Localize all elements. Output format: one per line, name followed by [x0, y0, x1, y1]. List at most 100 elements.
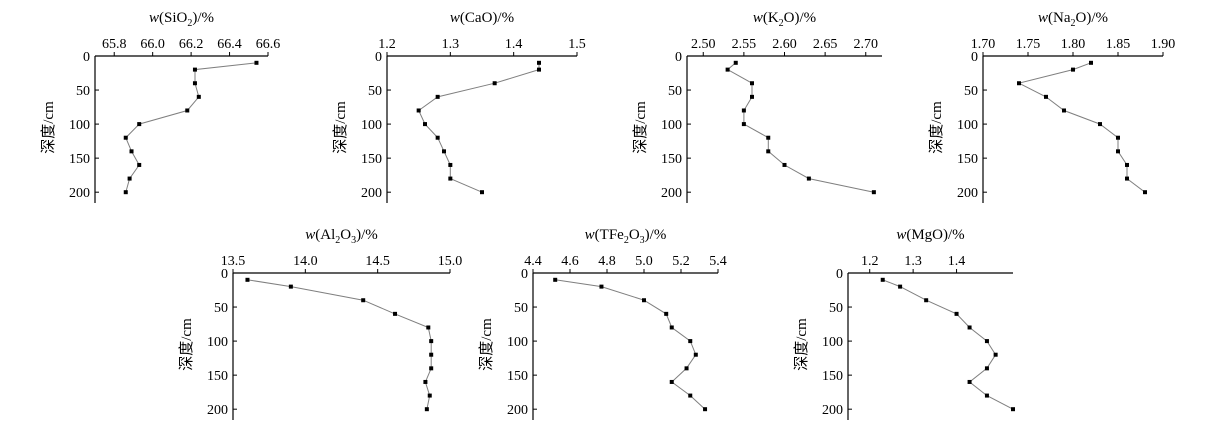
data-point	[196, 94, 201, 99]
y-tick-label: 200	[661, 186, 682, 201]
y-tick-label: 0	[83, 50, 90, 65]
data-point	[1011, 407, 1015, 412]
y-tick-label: 50	[76, 84, 90, 99]
y-tick-label: 200	[957, 186, 978, 201]
data-point	[984, 393, 989, 398]
y-tick-label: 50	[368, 84, 382, 99]
data-point	[642, 298, 646, 303]
y-tick-label: 200	[361, 186, 382, 201]
y-axis-label: 深度/cm	[178, 318, 195, 371]
x-tick-label: 1.4	[948, 254, 966, 269]
data-point	[435, 94, 440, 99]
y-axis-label: 深度/cm	[332, 101, 349, 154]
y-tick-label: 100	[207, 335, 228, 350]
y-tick-label: 100	[507, 335, 528, 350]
y-tick-label: 150	[207, 369, 228, 384]
y-tick-label: 150	[507, 369, 528, 384]
y-tick-label: 50	[668, 84, 682, 99]
series-line	[125, 62, 257, 193]
data-point	[967, 379, 972, 384]
title-subscript: 2	[624, 235, 629, 246]
x-tick-label: 66.2	[179, 37, 204, 52]
data-point	[123, 135, 128, 140]
panel-title: w(K2O)/%	[753, 10, 816, 29]
x-tick-label: 1.3	[904, 254, 922, 269]
data-point	[423, 379, 428, 384]
x-tick-label: 2.60	[772, 37, 797, 52]
x-tick-label: 1.5	[568, 37, 586, 52]
data-point	[733, 60, 738, 65]
data-point	[984, 339, 989, 344]
data-point	[984, 366, 989, 371]
y-tick-label: 100	[957, 118, 978, 133]
data-point	[750, 81, 754, 86]
data-point	[993, 352, 998, 357]
y-tick-label: 0	[836, 267, 843, 282]
y-axis-label: 深度/cm	[40, 101, 57, 154]
data-point	[427, 393, 432, 398]
data-point	[725, 67, 730, 72]
series-line	[882, 279, 1014, 410]
series-line	[418, 62, 540, 193]
data-point	[537, 67, 541, 72]
data-point	[924, 298, 929, 303]
data-point	[1116, 135, 1120, 140]
data-point	[766, 149, 771, 154]
series-line	[726, 62, 875, 193]
data-point	[967, 325, 972, 330]
x-tick-label: 1.3	[442, 37, 460, 52]
data-point	[537, 60, 541, 65]
data-point	[429, 366, 434, 371]
data-point	[750, 94, 754, 99]
x-tick-label: 2.55	[732, 37, 757, 52]
data-point	[782, 162, 787, 167]
y-tick-label: 0	[675, 50, 682, 65]
data-point	[688, 393, 693, 398]
title-subscript: 3	[640, 235, 645, 246]
x-tick-label: 4.8	[598, 254, 616, 269]
data-point	[192, 67, 197, 72]
data-point	[480, 190, 484, 195]
y-tick-label: 150	[957, 152, 978, 167]
title-subscript: 2	[187, 18, 192, 29]
x-tick-label: 14.5	[365, 254, 390, 269]
y-tick-label: 50	[514, 301, 528, 316]
x-tick-label: 66.0	[140, 37, 165, 52]
chart-panel: 13.5 14.0 14.5 15.0 0 50 100 150 200 深度/cm w(Al2O3…	[178, 227, 462, 420]
series-line	[247, 279, 432, 410]
data-point	[703, 407, 708, 412]
data-point	[871, 190, 876, 195]
y-tick-label: 150	[822, 369, 843, 384]
data-point	[426, 325, 431, 330]
title-part: w	[585, 227, 595, 243]
x-tick-label: 66.6	[256, 37, 281, 52]
data-point	[669, 325, 674, 330]
data-point	[361, 298, 366, 303]
data-point	[192, 81, 197, 86]
x-tick-label: 1.80	[1061, 37, 1086, 52]
x-tick-label: 1.2	[378, 37, 396, 52]
data-point	[448, 176, 453, 181]
title-part: w	[450, 10, 460, 26]
x-tick-label: 2.70	[854, 37, 879, 52]
data-point	[669, 379, 674, 384]
panel-title: w(CaO)/%	[450, 10, 514, 26]
y-tick-label: 100	[822, 335, 843, 350]
y-tick-label: 0	[521, 267, 528, 282]
data-point	[123, 190, 128, 195]
title-part: (TFe	[595, 227, 625, 243]
data-point	[688, 339, 693, 344]
title-part: w	[305, 227, 315, 243]
title-part: (Al	[315, 227, 335, 243]
data-point	[1089, 60, 1093, 65]
chart-panel: 2.50 2.55 2.60 2.65 2.70 0 50 100 150 200 深度/cm w(K…	[632, 10, 882, 203]
y-tick-label: 100	[661, 118, 682, 133]
title-part: w	[1038, 10, 1048, 26]
x-tick-label: 2.65	[813, 37, 838, 52]
panel-title: w(Al2O3)/%	[305, 227, 378, 246]
data-point	[137, 122, 142, 127]
y-tick-label: 200	[207, 403, 228, 418]
data-point	[254, 60, 259, 65]
x-tick-label: 1.70	[971, 37, 996, 52]
